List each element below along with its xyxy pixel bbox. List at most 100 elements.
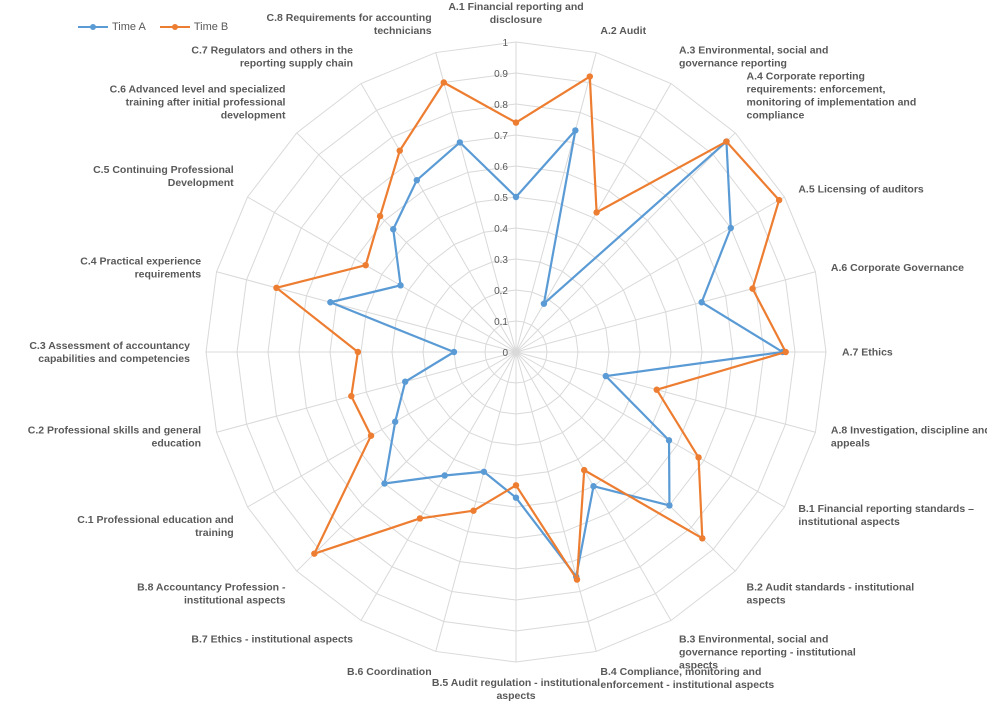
grid-spoke: [435, 52, 517, 353]
grid-spoke: [515, 351, 816, 433]
data-point: [653, 386, 660, 393]
data-point: [348, 392, 355, 400]
grid-spoke: [247, 351, 517, 508]
series-time-b: [273, 73, 789, 583]
grid-spoke: [360, 351, 517, 621]
data-point: [512, 494, 520, 501]
grid-spoke: [515, 196, 785, 353]
data-point: [440, 79, 447, 86]
data-point: [354, 348, 362, 356]
category-label: C.3 Assessment of accountancy capabilitie…: [29, 340, 190, 365]
data-point: [413, 176, 420, 184]
grid-spoke: [360, 83, 517, 353]
series-line: [329, 129, 784, 578]
data-point: [480, 468, 488, 475]
data-point: [397, 282, 404, 289]
grid-spoke: [247, 196, 517, 353]
data-point: [381, 480, 388, 487]
category-label: B.5 Audit regulation - institutional aspe…: [432, 677, 600, 702]
data-point: [390, 226, 397, 233]
tick-label: 0: [502, 348, 508, 359]
category-label: C.4 Practical experience requirements: [80, 256, 201, 281]
data-point: [590, 483, 597, 490]
data-point: [602, 372, 610, 380]
data-point: [666, 502, 673, 509]
data-point: [512, 193, 520, 201]
tick-label: 0.2: [494, 286, 508, 297]
data-point: [327, 299, 334, 306]
grid-spoke: [515, 351, 785, 508]
data-point: [723, 138, 730, 145]
data-point: [376, 212, 384, 220]
category-label: A.6 Corporate Governance: [831, 262, 964, 274]
data-point: [573, 576, 581, 583]
data-point: [456, 139, 464, 146]
grid-spoke: [515, 132, 736, 353]
data-point: [402, 378, 409, 385]
tick-label: 0.5: [494, 193, 508, 204]
data-point: [586, 73, 594, 80]
data-point: [311, 550, 318, 557]
data-point: [470, 507, 477, 514]
category-label: C.1 Professional education and training: [77, 514, 233, 539]
category-label: A.7 Ethics: [842, 347, 893, 359]
data-point: [450, 348, 458, 356]
grid-spoke: [296, 132, 517, 353]
legend-item-time-a: Time A: [78, 21, 146, 33]
tick-label: 0.8: [494, 100, 508, 111]
data-point: [572, 127, 579, 134]
data-point: [362, 262, 369, 269]
data-point: [665, 437, 673, 444]
legend-label-time-a: Time A: [112, 21, 146, 33]
category-label: B.4 Compliance, monitoring and enforcemen…: [600, 666, 774, 691]
data-point: [782, 348, 789, 356]
grid-spoke: [515, 52, 597, 353]
data-point: [749, 285, 756, 292]
data-point: [540, 300, 548, 307]
grid-spoke: [296, 351, 517, 572]
data-point: [581, 466, 588, 474]
category-label: A.3 Environmental, social and governance …: [679, 45, 828, 70]
category-label: B.8 Accountancy Profession -institutiona…: [137, 582, 286, 607]
data-point: [273, 284, 280, 292]
tick-label: 0.3: [494, 255, 508, 266]
tick-label: 0.9: [494, 69, 508, 80]
grid-spoke: [515, 351, 597, 652]
category-label: A.5 Licensing of auditors: [798, 184, 924, 196]
grid-spoke: [435, 351, 517, 652]
category-label: A.8 Investigation, discipline and appeals: [831, 424, 987, 449]
data-point: [441, 472, 448, 479]
tick-label: 1: [502, 38, 508, 49]
tick-label: 0.1: [494, 317, 508, 328]
data-point: [391, 418, 399, 425]
category-label: C.5 Continuing Professional Development: [93, 164, 234, 189]
data-point: [695, 454, 702, 461]
grid-spoke: [515, 83, 672, 353]
category-label: A.2 Audit: [600, 25, 646, 37]
category-labels: A.1 Financial reporting and disclosure A.2…: [28, 1, 987, 702]
data-point: [698, 299, 705, 306]
category-label: C.6 Advanced level and specialized traini…: [110, 83, 286, 121]
category-label: C.8 Requirements for accounting technicia…: [267, 12, 432, 37]
data-point: [593, 209, 600, 216]
grid-spoke: [515, 351, 736, 572]
category-label: B.2 Audit standards - institutional aspec…: [747, 582, 915, 607]
legend-swatch-time-b: [159, 23, 190, 30]
category-label: C.7 Regulators and others in the reportin…: [191, 45, 353, 70]
data-point: [367, 432, 375, 439]
data-point: [512, 119, 520, 126]
category-label: B.1 Financial reporting standards – insti…: [798, 503, 974, 528]
series-layer: [273, 73, 789, 583]
series-time-a: [327, 127, 786, 580]
tick-label: 0.6: [494, 162, 508, 173]
legend-swatch-time-a: [78, 23, 108, 30]
data-point: [512, 482, 520, 489]
category-label: C.2 Professional skills and general educa…: [28, 424, 201, 449]
category-label: B.7 Ethics - institutional aspects: [191, 633, 353, 645]
legend-label-time-b: Time B: [193, 21, 229, 33]
category-label: A.1 Financial reporting and disclosure: [448, 1, 583, 26]
category-label: B.3 Environmental, social and governance …: [679, 633, 856, 671]
category-label: B.6 Coordination: [347, 666, 432, 678]
data-point: [396, 147, 403, 154]
